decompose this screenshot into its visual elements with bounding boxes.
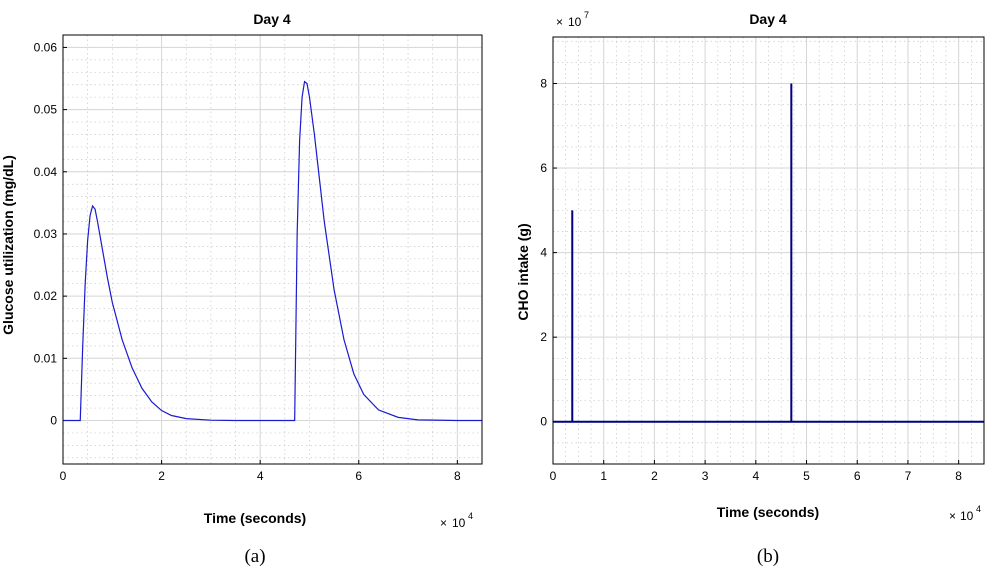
x-tick-label: 0	[60, 469, 67, 483]
chart-panel-b: 0 1 2 3 4 5 6 7 8 0 2 4 6 8 Day 4 Time (seconds) CHO…	[515, 10, 985, 567]
y-tick-label: 0.01	[34, 351, 58, 365]
chart-title-b: Day 4	[749, 11, 787, 27]
x-tick-label: 8	[955, 469, 962, 483]
x-multiplier-b: × 10 4	[949, 504, 981, 523]
plot-frame-a	[62, 34, 483, 465]
y-tick-label: 0	[540, 415, 547, 429]
y-tick-label: 0.06	[34, 40, 58, 54]
x-tick-label: 1	[600, 469, 607, 483]
y-tick-label: 2	[540, 330, 547, 344]
plot-area-a	[63, 35, 482, 464]
x-tick-label: 5	[803, 469, 810, 483]
x-multiplier-a: × 10 4	[440, 511, 473, 530]
x-tick-label: 6	[854, 469, 861, 483]
caption-b: (b)	[757, 546, 779, 567]
chart-panel-a: 0 2 4 6 8 0 0.01 0.02 0.03 0.04 0.05 0.06 Day 4 Ti…	[0, 11, 483, 567]
x-multiplier-base-b: 10	[960, 509, 974, 523]
y-axis-label-b: CHO intake (g)	[515, 223, 531, 320]
x-tick-label: 8	[454, 469, 461, 483]
x-axis-label-a: Time (seconds)	[204, 510, 306, 526]
y-tick-label: 0.04	[34, 165, 58, 179]
caption-a: (a)	[244, 546, 265, 567]
svg-text:×: ×	[440, 516, 447, 530]
y-tick-label: 6	[540, 161, 547, 175]
x-tick-label: 2	[158, 469, 165, 483]
svg-text:×: ×	[556, 15, 563, 29]
y-ticks-b: 0 2 4 6 8	[540, 77, 557, 429]
x-ticks-b: 0 1 2 3 4 5 6 7 8	[550, 460, 962, 483]
glucose-utilization-line	[63, 80, 482, 422]
y-axis-label-a: Glucose utilization (mg/dL)	[0, 155, 16, 335]
y-tick-label: 0.03	[34, 227, 58, 241]
y-tick-label: 0.05	[34, 103, 58, 117]
x-multiplier-exp-a: 4	[468, 511, 473, 521]
y-ticks-a: 0 0.01 0.02 0.03 0.04 0.05 0.06	[34, 40, 67, 427]
x-tick-label: 6	[355, 469, 362, 483]
y-tick-label: 8	[540, 77, 547, 91]
x-tick-label: 4	[257, 469, 264, 483]
y-tick-label: 4	[540, 246, 547, 260]
x-multiplier-base-a: 10	[452, 516, 466, 530]
y-multiplier-base-b: 10	[568, 15, 582, 29]
y-multiplier-b: × 10 7	[556, 10, 589, 29]
x-axis-label-b: Time (seconds)	[717, 504, 819, 520]
svg-text:×: ×	[949, 509, 956, 523]
x-multiplier-exp-b: 4	[976, 504, 981, 514]
plot-frame-b	[552, 36, 985, 465]
x-tick-label: 2	[651, 469, 658, 483]
y-multiplier-exp-b: 7	[584, 10, 589, 20]
cho-intake-line	[553, 83, 984, 423]
y-tick-label: 0	[50, 413, 57, 427]
chart-title-a: Day 4	[253, 11, 291, 27]
y-tick-label: 0.02	[34, 289, 58, 303]
grid-b	[552, 37, 985, 465]
x-tick-label: 7	[905, 469, 912, 483]
x-tick-label: 4	[752, 469, 759, 483]
x-tick-label: 3	[702, 469, 709, 483]
x-tick-label: 0	[550, 469, 557, 483]
